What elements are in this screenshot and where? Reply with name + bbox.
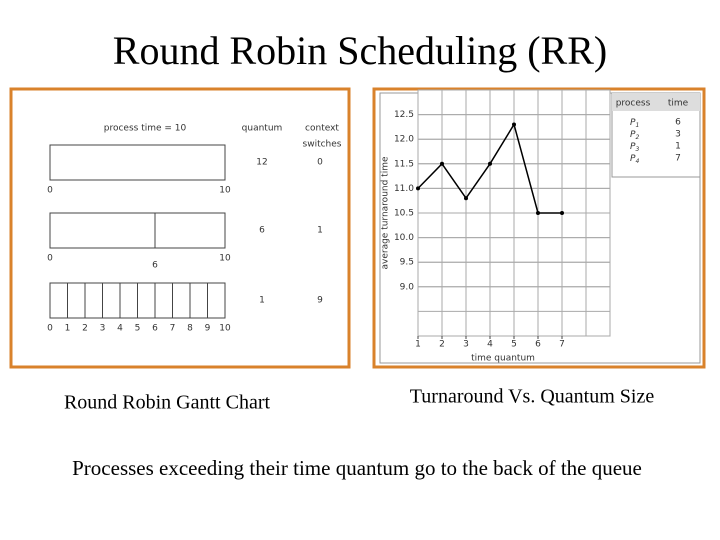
- y-tick-label: 10.0: [394, 233, 414, 243]
- gantt-tick-label: 10: [219, 254, 231, 264]
- quantum-value: 6: [259, 226, 265, 236]
- gantt-tick-label: 1: [65, 324, 71, 334]
- x-axis-label: time quantum: [471, 354, 535, 364]
- process-time: 6: [675, 118, 681, 128]
- y-tick-label: 9.0: [400, 282, 415, 292]
- x-tick-label: 5: [511, 340, 517, 350]
- x-tick-label: 7: [559, 340, 565, 350]
- y-tick-label: 11.5: [394, 159, 414, 169]
- switches-value: 0: [317, 158, 323, 168]
- gantt-tick-label: 6: [152, 261, 158, 271]
- process-subscript: 2: [635, 134, 639, 141]
- footer: Processes exceeding their time quantum g…: [72, 456, 642, 480]
- slide-title: Round Robin Scheduling (RR): [113, 28, 607, 73]
- process-letter: P: [630, 142, 636, 152]
- process-letter: P: [630, 118, 636, 128]
- y-axis-label: average turnaround time: [381, 156, 391, 269]
- process-name: P4: [630, 154, 639, 165]
- gantt-chart: process time = 10 quantum context switch…: [47, 124, 342, 334]
- header: quantum: [242, 124, 283, 134]
- process-name: P3: [630, 142, 639, 153]
- gantt-tick-label: 6: [152, 324, 158, 334]
- process-name: P1: [630, 118, 639, 129]
- data-point: [536, 211, 540, 215]
- header: switches: [303, 140, 342, 150]
- caption: Turnaround Vs. Quantum Size: [410, 386, 655, 408]
- process-letter: P: [630, 154, 636, 164]
- data-point: [464, 196, 468, 201]
- process-subscript: 1: [635, 122, 639, 129]
- caption: Round Robin Gantt Chart: [64, 392, 271, 414]
- x-tick-label: 4: [487, 340, 493, 350]
- x-tick-label: 6: [535, 340, 541, 350]
- process-subscript: 4: [635, 158, 639, 165]
- switches-value: 9: [317, 296, 323, 306]
- quantum-value: 1: [259, 296, 265, 306]
- header: process time = 10: [104, 124, 187, 134]
- data-point: [488, 161, 492, 166]
- gantt-tick-label: 2: [82, 324, 88, 334]
- gantt-tick-label: 3: [100, 324, 106, 334]
- line-chart: time quantum average turnaround time 9.0…: [381, 89, 611, 364]
- x-tick-label: 1: [415, 340, 421, 350]
- gantt-tick-label: 9: [205, 324, 211, 334]
- table-header-bg: [612, 93, 700, 111]
- gantt-tick-label: 0: [47, 324, 53, 334]
- gantt-bar: [49, 144, 226, 181]
- process-time: 7: [675, 154, 681, 164]
- gantt-tick-label: 10: [219, 324, 231, 334]
- header: context: [305, 124, 339, 134]
- x-tick-label: 3: [463, 340, 469, 350]
- gantt-tick-label: 5: [135, 324, 141, 334]
- gantt-bar: [49, 212, 226, 249]
- y-tick-label: 12.5: [394, 110, 414, 120]
- y-tick-label: 11.0: [394, 184, 414, 194]
- y-tick-label: 10.5: [394, 209, 414, 219]
- gantt-tick-label: 0: [47, 254, 53, 264]
- process-time: 1: [675, 142, 681, 152]
- gantt-tick-label: 0: [47, 186, 53, 196]
- table-header: time: [668, 99, 689, 109]
- table-header: process: [616, 99, 651, 109]
- y-tick-label: 12.0: [394, 135, 414, 145]
- process-subscript: 3: [635, 146, 639, 153]
- process-time: 3: [675, 130, 681, 140]
- process-table: process time P1 6P2 3P3 1P4 7: [611, 92, 701, 178]
- gantt-tick-label: 4: [117, 324, 123, 334]
- gantt-tick-label: 10: [219, 186, 231, 196]
- data-point: [512, 122, 516, 127]
- gantt-tick-label: 8: [187, 324, 193, 334]
- quantum-value: 12: [256, 158, 267, 168]
- process-name: P2: [630, 130, 639, 141]
- switches-value: 1: [317, 226, 323, 236]
- x-tick-label: 2: [439, 340, 445, 350]
- gantt-tick-label: 7: [170, 324, 176, 334]
- data-point: [416, 186, 420, 191]
- process-letter: P: [630, 130, 636, 140]
- y-tick-label: 9.5: [400, 258, 414, 268]
- data-point: [440, 161, 444, 166]
- data-point: [560, 211, 564, 215]
